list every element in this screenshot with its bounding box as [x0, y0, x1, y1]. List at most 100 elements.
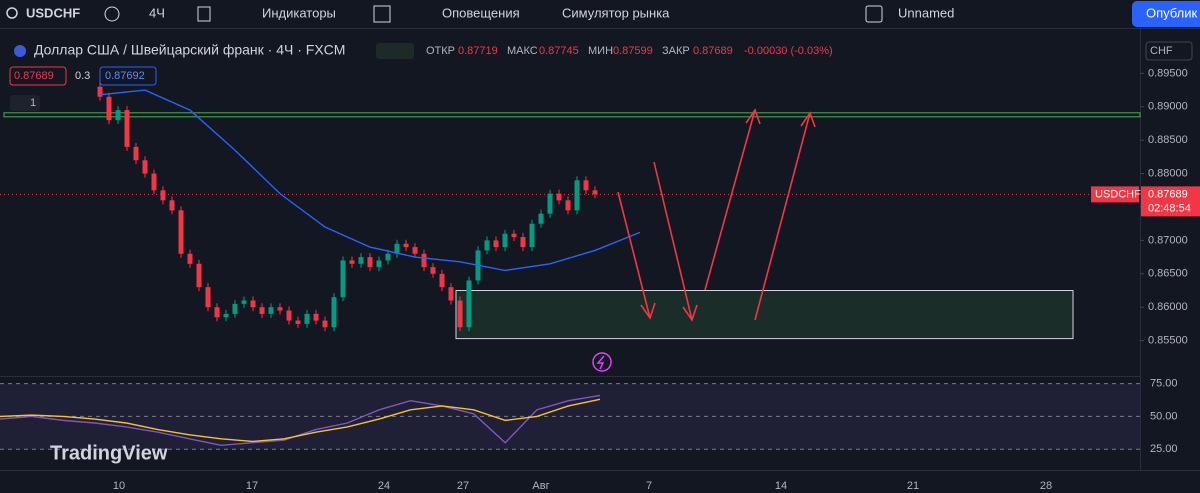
logo: TradingView	[50, 442, 168, 464]
price-tick-label: 0.88000	[1148, 168, 1188, 180]
event-bolt	[596, 355, 605, 370]
low: 0.87599	[613, 45, 653, 57]
candle-body	[358, 257, 364, 264]
candle-body	[502, 233, 508, 248]
price-tick-label: 0.88500	[1148, 134, 1188, 146]
candle-body	[340, 260, 346, 298]
candle-body	[295, 320, 301, 324]
symbol-tag: USDCHF	[1095, 188, 1141, 200]
candle-body	[466, 280, 472, 328]
search-icon[interactable]	[6, 7, 18, 19]
candle-body	[205, 287, 211, 308]
candle-body	[403, 243, 409, 248]
price-tick-label: 0.86500	[1148, 268, 1188, 280]
candle-body	[142, 160, 148, 174]
indicators[interactable]: Индикаторы	[262, 5, 336, 20]
level-line	[3, 112, 1141, 118]
candle-body	[421, 253, 427, 268]
candle-body	[250, 300, 256, 308]
candle-body	[412, 247, 418, 254]
status	[376, 43, 414, 59]
candle-body	[583, 180, 589, 191]
time-label: 27	[457, 480, 469, 492]
candle-body	[493, 240, 499, 248]
candle-body	[160, 190, 166, 201]
candle-body	[178, 210, 184, 254]
bid[interactable]: 0.87689	[14, 70, 54, 82]
last-price-bg	[1141, 186, 1200, 217]
rsi-ma-line	[0, 398, 601, 443]
time-label: 28	[1040, 480, 1052, 492]
interval[interactable]: 4Ч	[149, 5, 165, 20]
candle-body	[115, 110, 121, 121]
candle-body	[268, 307, 274, 314]
high-label: МАКС	[507, 45, 538, 57]
indicator-count[interactable]: 1	[30, 97, 36, 109]
layout-icon[interactable]	[865, 5, 883, 23]
candle-body	[565, 200, 571, 211]
candle-body	[169, 200, 175, 211]
time-label: 10	[113, 480, 125, 492]
open: 0.87719	[458, 45, 498, 57]
candle-body	[547, 193, 553, 214]
candle-body	[187, 253, 193, 264]
candle-body	[322, 320, 328, 328]
ask[interactable]: 0.87692	[105, 70, 145, 82]
currency-box[interactable]	[1145, 41, 1193, 61]
publish-button[interactable]	[1132, 1, 1200, 27]
time-label: 24	[378, 480, 390, 492]
replay[interactable]: Симулятор рынка	[562, 5, 670, 20]
layout-name[interactable]: Unnamed	[898, 5, 954, 20]
time-label: 21	[907, 480, 919, 492]
chart-type-icon[interactable]	[197, 6, 211, 22]
alerts[interactable]: Оповещения	[442, 5, 520, 20]
candle-body	[394, 243, 400, 254]
low-label: МИН	[588, 45, 613, 57]
open-label: ОТКР	[426, 45, 455, 57]
time-label: 14	[775, 480, 787, 492]
moving-average	[99, 89, 641, 272]
compare-icon[interactable]	[104, 6, 120, 22]
price-tick-label: 0.85500	[1148, 335, 1188, 347]
candle-body	[430, 267, 436, 274]
close: 0.87689	[693, 45, 733, 57]
annotation-arrows	[617, 108, 816, 322]
layouts-icon[interactable]	[373, 5, 391, 23]
symbol[interactable]: USDCHF	[26, 5, 80, 20]
candle-body	[97, 86, 103, 97]
indicators-toggle[interactable]	[10, 95, 40, 111]
candle-body	[313, 313, 319, 321]
price-tick-label: 0.89000	[1148, 101, 1188, 113]
candle-body	[511, 233, 517, 238]
candle-body	[556, 193, 562, 201]
candle-body	[196, 263, 202, 288]
candle-body	[124, 110, 130, 147]
rsi-tick-label: 50.00	[1150, 410, 1178, 422]
candle-body	[349, 260, 355, 264]
candle-body	[286, 310, 292, 321]
candle-body	[385, 253, 391, 261]
high: 0.87745	[539, 45, 579, 57]
candle-body	[538, 213, 544, 224]
candle-body	[529, 223, 535, 248]
candle-body	[439, 273, 445, 288]
symbol-tag-bg	[1091, 186, 1139, 203]
legend-title: Доллар США / Швейцарский франк · 4Ч · FX…	[34, 42, 345, 58]
candle-body	[259, 307, 265, 314]
close-label: ЗАКР	[662, 45, 690, 57]
publish[interactable]: Опублик	[1146, 5, 1198, 20]
candle-body	[133, 146, 139, 161]
bid-box[interactable]	[9, 66, 67, 86]
candle-body	[232, 303, 238, 314]
countdown: 02:48:54	[1148, 202, 1191, 214]
candle-body	[277, 307, 283, 311]
ask-box[interactable]	[99, 66, 157, 86]
candle-body	[520, 237, 526, 248]
time-label: 7	[646, 480, 652, 492]
candle-body	[376, 260, 382, 268]
event-icon[interactable]	[592, 352, 612, 372]
currency[interactable]: CHF	[1150, 45, 1173, 57]
price-tick-label: 0.89500	[1148, 67, 1188, 79]
